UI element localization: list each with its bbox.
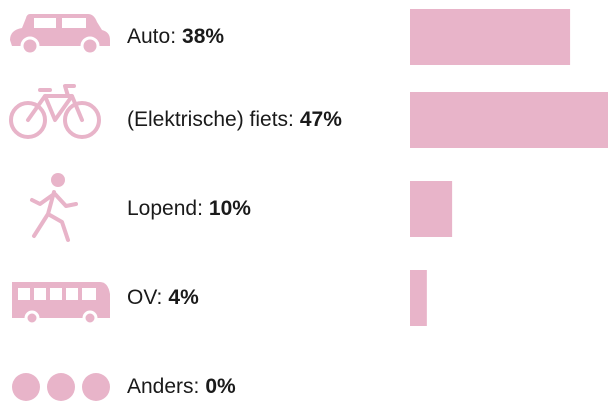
category-label: OV: [127, 286, 162, 309]
bar [410, 181, 453, 237]
category-label: Lopend: [127, 197, 203, 220]
category-label: (Elektrische) fiets: [127, 108, 294, 131]
row-label: (Elektrische) fiets: 47% [127, 108, 342, 131]
bar [410, 270, 427, 326]
walking-icon [30, 173, 78, 242]
value-label: 0% [205, 375, 236, 398]
bike-icon [9, 84, 101, 139]
car-icon [10, 14, 110, 56]
row-label: Auto: 38% [127, 25, 224, 48]
value-label: 10% [209, 197, 251, 220]
value-label: 4% [168, 286, 199, 309]
row-label: Anders: 0% [127, 375, 236, 398]
bar [410, 9, 571, 65]
bus-icon [12, 282, 110, 326]
bar [410, 92, 608, 148]
other-icon [12, 373, 110, 401]
row-label: Lopend: 10% [127, 197, 251, 220]
category-label: Auto: [127, 25, 176, 48]
row-label: OV: 4% [127, 286, 199, 309]
value-label: 47% [300, 108, 342, 131]
value-label: 38% [182, 25, 224, 48]
category-label: Anders: [127, 375, 199, 398]
